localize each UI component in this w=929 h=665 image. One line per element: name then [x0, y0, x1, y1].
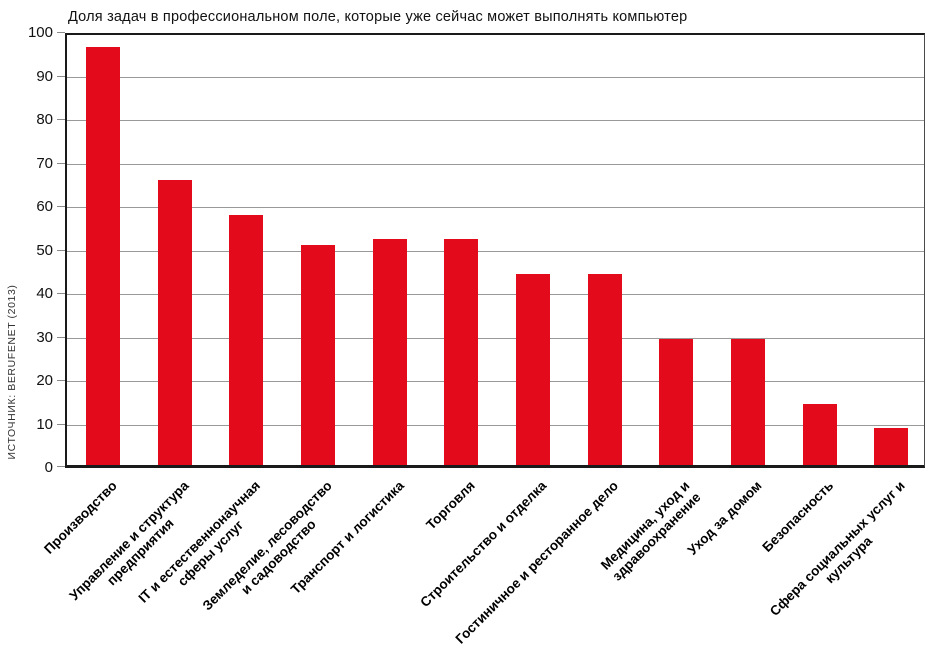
gridline-40 — [67, 294, 924, 295]
y-tick-label-0: 0 — [44, 459, 53, 476]
y-tick-label-50: 50 — [36, 241, 53, 259]
bar-5 — [444, 239, 478, 465]
y-tick-30 — [57, 336, 65, 338]
gridline-60 — [67, 207, 924, 208]
x-label-5: Торговля — [423, 478, 478, 533]
x-label-7: Гостиничное и ресторанное дело — [452, 478, 622, 647]
y-tick-label-20: 20 — [36, 372, 53, 389]
y-tick-50 — [57, 249, 65, 251]
bar-0 — [86, 47, 120, 465]
y-tick-0 — [57, 466, 65, 467]
bar-8 — [659, 339, 693, 465]
gridline-90 — [67, 76, 924, 78]
y-tick-20 — [57, 380, 65, 381]
x-label-6: Строительство и отделка — [417, 478, 550, 611]
chart-title: Доля задач в профессиональном поле, кото… — [68, 9, 688, 25]
x-label-11: Сфера социальных услуг и культура — [766, 478, 908, 619]
y-tick-label-80: 80 — [36, 111, 53, 128]
bar-9 — [731, 339, 765, 465]
gridline-50 — [67, 250, 924, 252]
bar-4 — [373, 239, 407, 465]
y-tick-label-40: 40 — [36, 285, 53, 302]
y-tick-label-100: 100 — [27, 24, 53, 41]
bar-1 — [158, 180, 192, 465]
y-tick-label-30: 30 — [36, 328, 53, 346]
y-tick-10 — [57, 423, 65, 425]
y-tick-90 — [57, 75, 65, 77]
y-tick-label-90: 90 — [36, 67, 53, 85]
gridline-80 — [67, 120, 924, 121]
gridline-20 — [67, 381, 924, 382]
y-tick-40 — [57, 293, 65, 294]
bar-6 — [516, 274, 550, 465]
y-tick-label-10: 10 — [36, 415, 53, 433]
y-tick-80 — [57, 119, 65, 120]
x-label-0: Производство — [40, 478, 120, 557]
gridline-70 — [67, 163, 924, 165]
bar-7 — [588, 274, 622, 465]
gridline-30 — [67, 337, 924, 339]
x-label-10: Безопасность — [759, 478, 837, 555]
y-tick-label-60: 60 — [36, 198, 53, 215]
plot-area — [65, 33, 925, 468]
gridline-10 — [67, 424, 924, 426]
bar-10 — [803, 404, 837, 465]
bar-3 — [301, 245, 335, 465]
y-tick-60 — [57, 206, 65, 207]
bar-2 — [229, 215, 263, 465]
y-tick-70 — [57, 162, 65, 164]
y-tick-label-70: 70 — [36, 154, 53, 172]
y-tick-100 — [57, 32, 65, 33]
x-label-9: Уход за домом — [684, 478, 765, 558]
bar-11 — [874, 428, 908, 465]
